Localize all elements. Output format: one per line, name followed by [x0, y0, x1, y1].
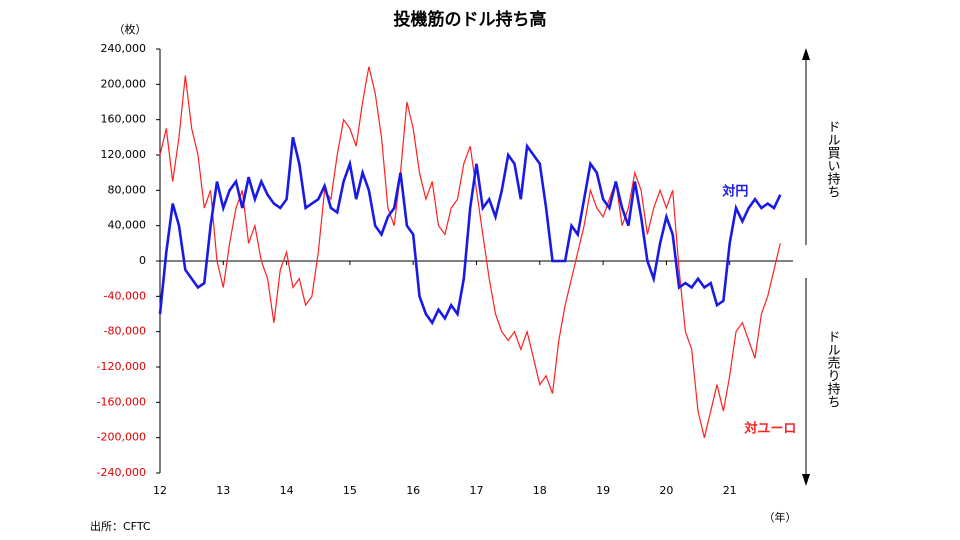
y-tick-label: 80,000	[108, 183, 147, 196]
x-tick-label: 12	[153, 484, 167, 497]
y-tick-label: -80,000	[104, 325, 146, 338]
y-tick-label: 120,000	[101, 148, 147, 161]
x-tick-label: 13	[216, 484, 230, 497]
x-tick-label: 14	[280, 484, 294, 497]
x-tick-label: 21	[723, 484, 737, 497]
series-line	[159, 66, 781, 438]
y-tick-label: -240,000	[97, 466, 146, 479]
x-tick-label: 15	[343, 484, 357, 497]
y-tick-label: 240,000	[101, 42, 147, 55]
x-tick-label: 17	[470, 484, 484, 497]
y-tick-label: -200,000	[97, 431, 146, 444]
down-arrow-head	[802, 474, 810, 486]
y-tick-label: 200,000	[101, 77, 147, 90]
up-arrow-head	[802, 48, 810, 60]
y-tick-label: -120,000	[97, 360, 146, 373]
lower-note: ドル売り持ち	[825, 330, 841, 408]
x-tick-label: 16	[406, 484, 420, 497]
y-tick-label: 40,000	[108, 219, 147, 232]
x-tick-label: 18	[533, 484, 547, 497]
x-unit: （年）	[764, 510, 797, 524]
y-tick-label: -40,000	[104, 289, 146, 302]
y-tick-label: -160,000	[97, 395, 146, 408]
series-label: 対ユーロ	[743, 420, 796, 436]
y-tick-label: 0	[139, 254, 146, 267]
series-label: 対円	[721, 183, 748, 199]
y-tick-label: 160,000	[101, 113, 147, 126]
x-tick-label: 20	[659, 484, 673, 497]
series-line	[158, 136, 782, 326]
chart-title: 投機筋のドル持ち高	[394, 9, 547, 30]
x-tick-label: 19	[596, 484, 610, 497]
upper-note: ドル買い持ち	[825, 120, 841, 198]
source: 出所：CFTC	[90, 519, 151, 533]
y-unit: （枚）	[114, 22, 147, 36]
